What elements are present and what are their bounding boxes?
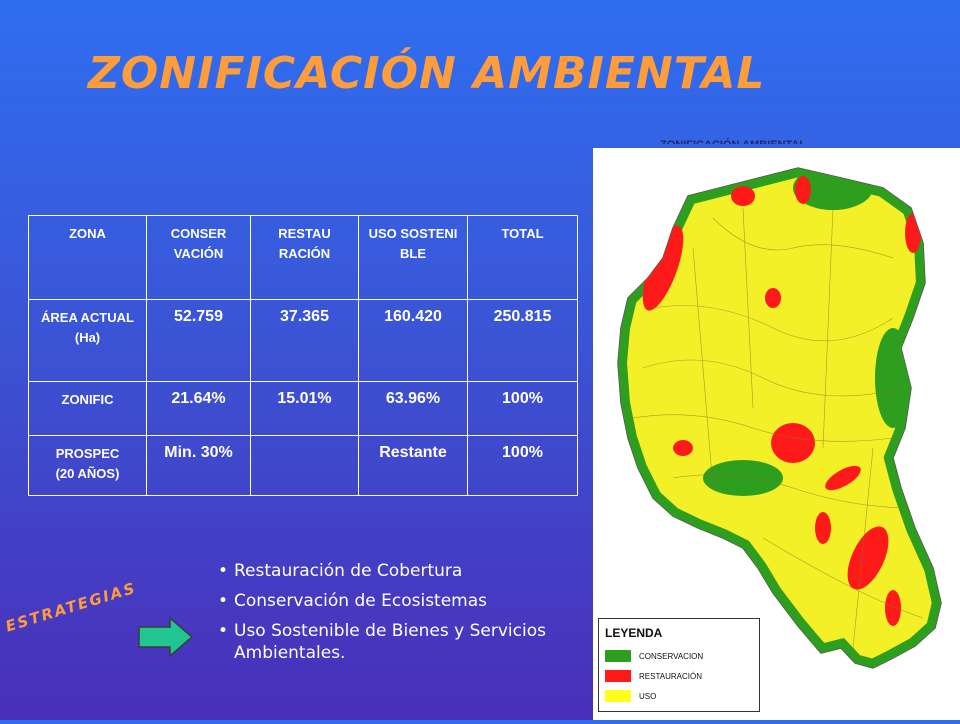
cell-prospec-uso: Restante: [358, 435, 468, 496]
legend-swatch-uso: [605, 690, 631, 702]
legend-item-uso: USO: [605, 689, 656, 703]
row-label-line2: (20 AÑOS): [55, 466, 120, 482]
strategy-text: Uso Sostenible de Bienes y Servicios Amb…: [234, 621, 546, 664]
table-row: ÁREA ACTUAL (Ha) 52.759 37.365 160.420 2…: [28, 299, 578, 382]
cell-area-conservacion: 52.759: [146, 299, 251, 382]
header-uso-sostenible: USO SOSTENI BLE: [358, 215, 468, 300]
header-conservacion: CONSER VACIÓN: [146, 215, 251, 300]
header-total: TOTAL: [467, 215, 578, 300]
row-label-line1: PROSPEC: [55, 446, 120, 461]
legend-swatch-conservacion: [605, 650, 631, 662]
cell-zonific-uso: 63.96%: [358, 381, 468, 436]
cell-prospec-total: 100%: [467, 435, 578, 496]
header-total-text: TOTAL: [501, 226, 544, 241]
cell-area-total: 250.815: [467, 299, 578, 382]
legend-label: CONSERVACION: [639, 651, 704, 661]
legend-swatch-restauracion: [605, 670, 631, 682]
zonification-table: ZONA CONSER VACIÓN RESTAU RACIÓN USO SOST…: [28, 215, 578, 496]
cell-prospec-restauracion: [250, 435, 359, 496]
cell-prospec-conservacion: Min. 30%: [146, 435, 251, 496]
bullet-icon: •: [218, 621, 229, 642]
cell-zonific-conservacion: 21.64%: [146, 381, 251, 436]
map-legend: LEYENDA CONSERVACION RESTAURACIÓN USO: [598, 618, 760, 712]
list-item: • Uso Sostenible de Bienes y Servicios Am…: [218, 620, 558, 664]
bullet-icon: •: [218, 561, 229, 581]
zoning-map: [593, 148, 960, 720]
row-label-text: ÁREA ACTUAL (Ha): [41, 310, 134, 346]
header-restauracion: RESTAU RACIÓN: [250, 215, 359, 300]
zoning-map-image: [617, 167, 942, 669]
legend-item-conservacion: CONSERVACION: [605, 649, 703, 663]
header-conservacion-line2: VACIÓN: [173, 246, 224, 262]
arrow-right-icon: [138, 616, 194, 658]
header-zona-text: ZONA: [69, 226, 106, 241]
strategies-list: • Restauración de Cobertura • Conservación…: [218, 560, 558, 672]
legend-label: RESTAURACIÓN: [639, 671, 702, 681]
map-caption: ZONIFICACIÓN AMBIENTAL: [660, 132, 920, 144]
header-uso-sostenible-text: USO SOSTENI BLE: [368, 226, 458, 262]
header-restauracion-text: RESTAU RACIÓN: [278, 226, 331, 262]
row-label-text: ZONIFIC: [61, 392, 114, 407]
cell-area-restauracion: 37.365: [250, 299, 359, 382]
table-row: PROSPEC (20 AÑOS) Min. 30% Restante 100%: [28, 435, 578, 496]
legend-title: LEYENDA: [605, 626, 663, 640]
legend-item-restauracion: RESTAURACIÓN: [605, 669, 702, 683]
strategy-text: Conservación de Ecosistemas: [234, 591, 488, 612]
strategies-label: ESTRATEGIAS: [3, 578, 139, 636]
row-label-zonific: ZONIFIC: [28, 381, 147, 436]
legend-label: USO: [639, 691, 657, 701]
cell-zonific-restauracion: 15.01%: [250, 381, 359, 436]
header-zona: ZONA: [28, 215, 147, 300]
table-row: ZONIFIC 21.64% 15.01% 63.96% 100%: [28, 381, 578, 436]
page-title: ZONIFICACIÓN AMBIENTAL: [88, 48, 766, 99]
header-conservacion-line1: CONSER: [170, 226, 227, 241]
bullet-icon: •: [218, 591, 229, 612]
list-item: • Conservación de Ecosistemas: [218, 590, 558, 612]
cell-zonific-total: 100%: [467, 381, 578, 436]
list-item: • Restauración de Cobertura: [218, 560, 558, 582]
cell-area-uso: 160.420: [358, 299, 468, 382]
row-label-area-actual: ÁREA ACTUAL (Ha): [28, 299, 147, 382]
strategy-text: Restauración de Cobertura: [234, 561, 463, 581]
row-label-prospec: PROSPEC (20 AÑOS): [28, 435, 147, 496]
